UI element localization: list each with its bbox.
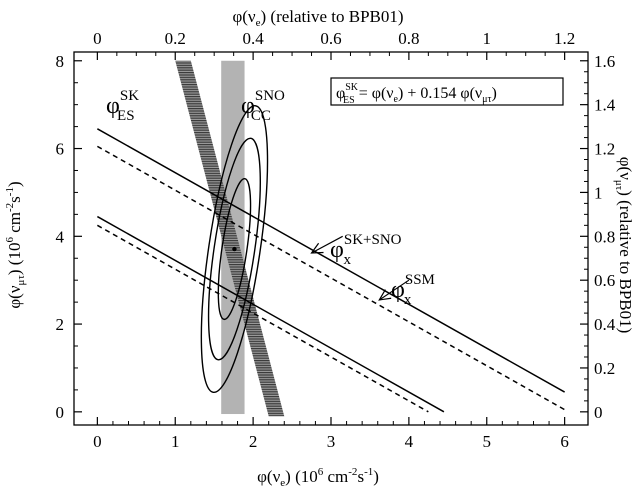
top-tick-label: 0 (93, 29, 102, 48)
arrow-head-2 (378, 289, 392, 301)
top-axis-title: φ(νe) (relative to BPB01) (232, 7, 403, 29)
label-sk-es: φSK ES (106, 88, 139, 124)
x-tick-label: 3 (327, 432, 336, 451)
contours-layer (200, 105, 269, 394)
x-tick-label: 2 (249, 432, 258, 451)
x-tick-label: 4 (405, 432, 414, 451)
x-tick-label: 6 (560, 432, 569, 451)
flux-line-1 (96, 128, 566, 393)
flux-lines-layer (96, 128, 566, 413)
x-tick-label: 0 (93, 432, 102, 451)
arrows-layer (310, 235, 410, 301)
top-tick-label: 0.2 (165, 29, 186, 48)
flux-line-4 (96, 224, 429, 413)
top-tick-label: 0.8 (398, 29, 419, 48)
right-tick-label: 1.2 (594, 140, 615, 159)
best-fit-point (232, 246, 237, 252)
flux-line-3 (96, 145, 566, 411)
contour-1 (217, 177, 252, 321)
y-tick-label: 2 (56, 315, 65, 334)
y-tick-label: 4 (56, 227, 65, 246)
right-tick-label: 0.8 (594, 227, 615, 246)
arrow-shaft-1 (311, 235, 343, 254)
right-tick-label: 0.6 (594, 271, 615, 290)
equation-text: φSK ES = φ(νe) + 0.154 φ(νμτ) (336, 82, 497, 106)
right-axis-title: φ(νμτ) (relative to BPB01) (613, 157, 632, 334)
arrow-head-1 (310, 242, 324, 254)
x-tick-label: 5 (483, 432, 492, 451)
right-tick-label: 0.2 (594, 359, 615, 378)
flux-line-2 (96, 215, 445, 413)
y-tick-label: 8 (56, 52, 65, 71)
right-tick-label: 0 (594, 403, 603, 422)
top-tick-label: 0.4 (242, 29, 264, 48)
right-tick-label: 0.4 (594, 315, 616, 334)
top-tick-label: 1.2 (554, 29, 575, 48)
x-tick-label: 1 (171, 432, 180, 451)
y-tick-label: 6 (56, 140, 65, 159)
right-tick-label: 1 (594, 183, 603, 202)
top-tick-label: 0.6 (320, 29, 341, 48)
top-tick-label: 1 (483, 29, 492, 48)
equation-frame (330, 77, 564, 106)
x-axis-title: φ(νe) (106 cm-2s-1) (257, 466, 379, 489)
y-tick-label: 0 (56, 403, 65, 422)
sk-es-band (175, 60, 285, 417)
label-sk-sno: φSK+SNO x (330, 232, 402, 268)
right-tick-label: 1.6 (594, 52, 615, 71)
equation-box: φSK ES = φ(νe) + 0.154 φ(νμτ) (330, 77, 564, 106)
contour-3 (200, 105, 269, 394)
contour-2 (207, 137, 261, 361)
y-axis-title: φ(νμτ) (106 cm-2s-1) (4, 181, 27, 308)
right-tick-label: 1.4 (594, 96, 616, 115)
ticks-layer: 0 1 2 3 4 5 6 0 2 4 6 8 0 0.2 0.4 0.6 0.8 1 1.2 0 0.2 0.4 0.6 0… (56, 29, 616, 451)
label-sno-cc: φSNO CC (241, 88, 285, 124)
arrow-shaft-2 (378, 279, 410, 301)
label-ssm: φSSM x (391, 272, 435, 308)
